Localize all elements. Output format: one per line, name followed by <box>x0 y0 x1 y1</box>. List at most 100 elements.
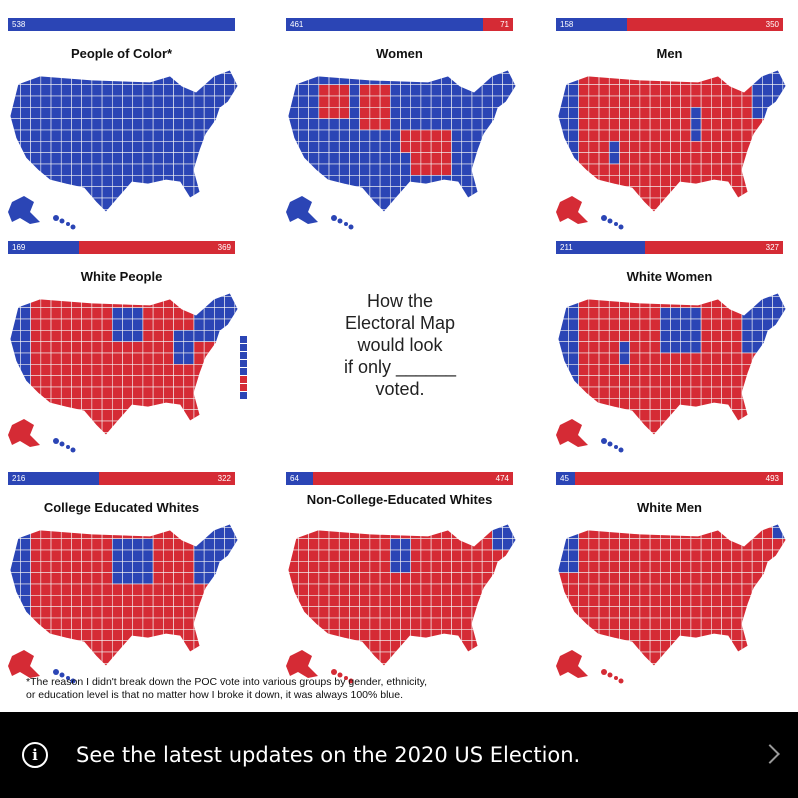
state-region <box>721 640 733 653</box>
state-region <box>101 296 113 308</box>
state-region <box>389 141 401 153</box>
state-region <box>214 175 225 187</box>
state-region <box>318 107 330 119</box>
chevron-right-icon[interactable] <box>760 744 780 764</box>
state-region <box>50 70 62 74</box>
state-region <box>441 583 452 596</box>
state-region <box>71 595 82 607</box>
state-region <box>91 186 103 199</box>
state-region <box>512 141 516 153</box>
state-region <box>111 386 123 399</box>
state-region <box>578 606 590 619</box>
state-region <box>20 606 31 619</box>
state-region <box>588 572 600 585</box>
state-region <box>183 107 195 119</box>
state-region <box>111 163 123 176</box>
state-region <box>10 617 21 630</box>
state-region <box>772 152 784 165</box>
state-region <box>700 141 712 153</box>
state-region <box>690 606 702 619</box>
state-region <box>203 538 215 551</box>
state-region <box>173 352 185 365</box>
state-region <box>772 186 784 199</box>
state-region <box>578 617 590 630</box>
state-region <box>451 118 463 131</box>
state-region <box>721 330 733 342</box>
state-region <box>558 640 569 653</box>
state-region <box>629 186 641 199</box>
state-region <box>680 375 692 388</box>
state-region <box>461 606 473 619</box>
state-region <box>318 651 330 664</box>
state-region <box>369 70 381 74</box>
state-region <box>670 420 682 433</box>
dem-bar-segment <box>8 241 80 254</box>
state-region <box>153 221 163 232</box>
state-region <box>690 70 702 74</box>
state-region <box>214 364 225 376</box>
state-region <box>762 606 773 619</box>
state-region <box>163 572 174 585</box>
state-region <box>203 141 215 153</box>
state-region <box>71 197 82 210</box>
state-region <box>349 95 360 108</box>
state-region <box>598 318 610 331</box>
state-region <box>598 572 610 585</box>
state-region <box>91 141 103 153</box>
state-region <box>721 572 733 585</box>
state-region <box>588 296 600 308</box>
state-region <box>568 307 579 320</box>
state-region <box>214 432 225 435</box>
state-region <box>680 107 692 119</box>
state-region <box>81 606 93 619</box>
state-region <box>772 141 784 153</box>
state-region <box>558 70 569 74</box>
state-region <box>711 583 722 596</box>
state-region <box>588 561 600 573</box>
state-region <box>298 141 309 153</box>
state-region <box>91 118 103 131</box>
state-region <box>451 107 463 119</box>
state-region <box>20 95 31 108</box>
state-region <box>619 651 630 664</box>
electoral-map-infographic: 538 People of Color* 461 71 Women 158 35… <box>0 18 786 701</box>
state-region <box>288 617 289 630</box>
state-region <box>234 651 238 664</box>
dem-bar-segment <box>8 18 235 31</box>
panel-people-of-color: 538 People of Color* <box>0 18 250 238</box>
state-region <box>762 141 773 153</box>
state-region <box>122 617 134 630</box>
state-region <box>224 118 236 131</box>
state-region <box>224 330 236 342</box>
state-region <box>318 606 330 619</box>
state-region <box>71 561 82 573</box>
state-region <box>680 549 692 562</box>
state-region <box>214 307 225 320</box>
state-region <box>731 209 743 212</box>
state-region <box>328 141 340 153</box>
state-region <box>224 341 236 354</box>
state-region <box>142 583 154 596</box>
state-region <box>142 307 154 320</box>
state-region <box>619 409 630 422</box>
state-region <box>91 572 103 585</box>
state-region <box>359 561 371 573</box>
state-region <box>111 129 123 142</box>
state-region <box>389 84 401 97</box>
state-region <box>629 141 641 153</box>
state-region <box>50 197 62 210</box>
state-region <box>183 118 195 131</box>
election-updates-banner[interactable]: i See the latest updates on the 2020 US … <box>0 712 798 798</box>
state-region <box>234 398 238 410</box>
state-region <box>578 293 590 297</box>
state-region <box>288 583 289 596</box>
dem-bar-segment <box>8 472 100 485</box>
state-region <box>288 107 289 119</box>
state-region <box>328 561 340 573</box>
state-region <box>773 221 783 232</box>
state-region <box>762 386 773 399</box>
state-region <box>512 152 516 165</box>
state-region <box>649 375 661 388</box>
banner-text[interactable]: See the latest updates on the 2020 US El… <box>76 743 581 767</box>
state-region <box>163 651 174 664</box>
